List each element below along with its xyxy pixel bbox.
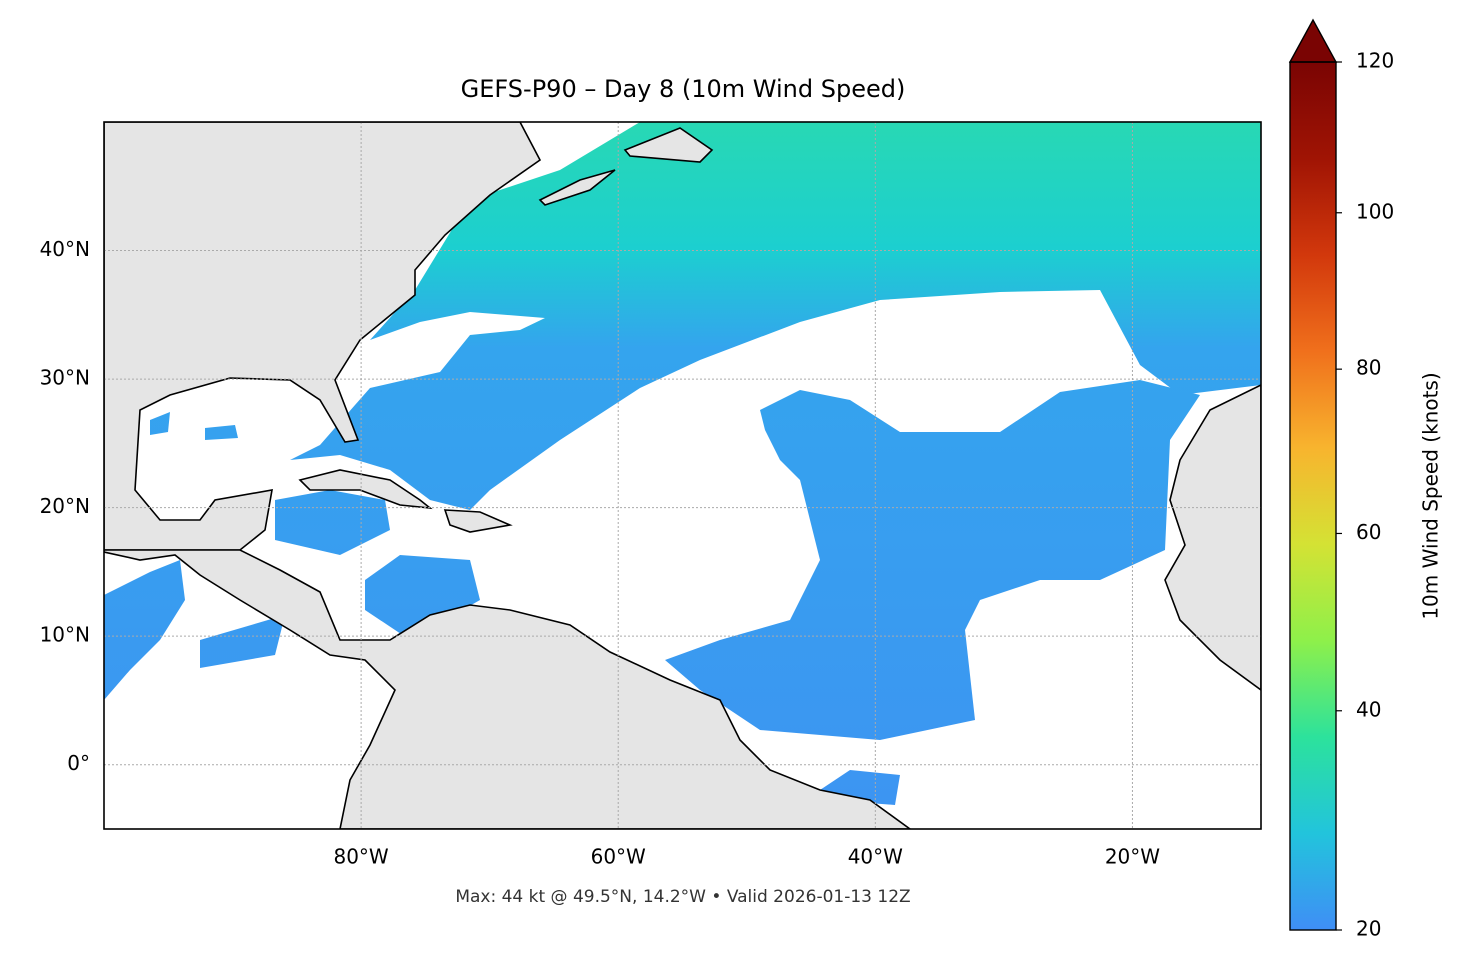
colorbar-tick-label: 120: [1356, 49, 1394, 73]
y-tick-label: 0°: [67, 751, 90, 775]
newfoundland: [623, 127, 714, 163]
wind-region: [665, 380, 1200, 740]
x-tick-label: 80°W: [333, 845, 388, 869]
x-tick-label: 20°W: [1105, 845, 1160, 869]
y-tick-label: 10°N: [40, 623, 90, 647]
y-tick-label: 20°N: [40, 494, 90, 518]
central-south-america: [104, 549, 912, 829]
colorbar-scale: [1290, 62, 1336, 930]
wind-region: [365, 555, 480, 640]
colorbar-tick-label: 20: [1356, 917, 1381, 941]
y-tick-label: 40°N: [40, 237, 90, 261]
colorbar-tick-label: 40: [1356, 697, 1381, 721]
wind-region: [200, 615, 285, 668]
x-tick-label: 40°W: [848, 845, 903, 869]
gridlines: [104, 122, 1261, 829]
chart-title: GEFS-P90 – Day 8 (10m Wind Speed): [461, 75, 906, 103]
hispaniola: [443, 509, 513, 533]
colorbar-label: 10m Wind Speed (knots): [1419, 372, 1443, 619]
colorbar-tick-label: 80: [1356, 356, 1381, 380]
wind-region: [104, 560, 185, 700]
colorbar: 20 40 60 80 100 120 10m Wind Speed (knots): [1288, 18, 1443, 941]
y-tick-label: 30°N: [40, 366, 90, 390]
colorbar-extension: [1288, 18, 1338, 63]
land: [104, 122, 1261, 829]
north-america: [104, 122, 542, 551]
map: [104, 122, 1261, 829]
footer: Max: 44 kt @ 49.5°N, 14.2°W • Valid 2026…: [455, 887, 910, 907]
wind-region: [150, 412, 238, 440]
nova-scotia: [538, 169, 616, 206]
africa: [1164, 384, 1261, 691]
colorbar-tick-label: 100: [1356, 199, 1394, 223]
x-tick-label: 60°W: [591, 845, 646, 869]
colorbar-frame: [1289, 61, 1337, 931]
map-frame: [103, 121, 1262, 830]
wind-region: [270, 122, 1261, 510]
colorbar-tick-label: 60: [1356, 520, 1381, 544]
